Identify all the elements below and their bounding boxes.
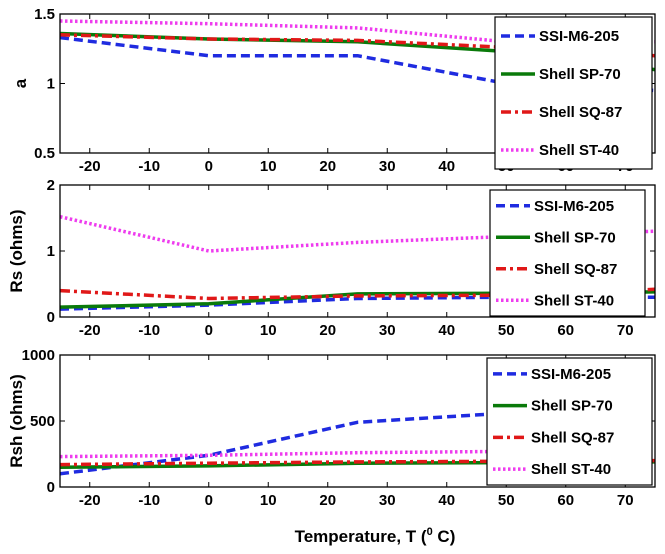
x-tick-label: 40	[438, 158, 455, 175]
x-tick-label: 40	[438, 322, 455, 339]
x-axis-label-main: Temperature, T	[295, 527, 417, 546]
x-tick-label: 60	[557, 322, 574, 339]
x-tick-label: 30	[379, 492, 396, 509]
x-axis-label-open: (	[421, 527, 427, 546]
x-tick-label: 40	[438, 492, 455, 509]
y-tick-label: 1	[47, 76, 55, 93]
legend-label: Shell SP-70	[539, 66, 621, 83]
legend-label: Shell ST-40	[531, 461, 611, 478]
legend: SSI-M6-205 Shell SP-70 Shell SQ-87 Shell ST…	[489, 189, 646, 317]
x-tick-label: 0	[205, 322, 213, 339]
legend-label: Shell SP-70	[531, 398, 613, 415]
y-tick-label: 0	[47, 479, 55, 496]
x-tick-label: 20	[319, 492, 336, 509]
x-axis-label: Temperature, T (0 C)	[295, 526, 456, 546]
y-tick-label: 2	[47, 177, 55, 194]
chart-panel-2: -20 -10 0 10 20 30 40 50 60 70 0 1 2 Rs (ohms) SSI-M6-…	[7, 177, 656, 339]
y-axis-label: Rsh (ohms)	[7, 374, 26, 468]
y-axis-label: Rs (ohms)	[7, 209, 26, 292]
x-tick-label: -20	[79, 492, 101, 509]
x-tick-label: 70	[617, 492, 634, 509]
x-tick-label: 30	[379, 158, 396, 175]
x-tick-label: 30	[379, 322, 396, 339]
legend-box	[489, 189, 646, 317]
series-line-ssi-m6-205	[60, 35, 655, 93]
chart-panel-1: -20-100102030405060700.511.5aSSI-M6-205S…	[11, 6, 656, 175]
x-tick-label: -10	[138, 322, 160, 339]
x-tick-label: 10	[260, 322, 277, 339]
x-tick-label: -10	[138, 158, 160, 175]
x-tick-label: 0	[205, 492, 213, 509]
x-tick-label: 20	[319, 322, 336, 339]
x-tick-label: -20	[79, 322, 101, 339]
series-line-shell-sq-87	[60, 33, 655, 58]
y-tick-label: 0	[47, 309, 55, 326]
legend-label: Shell SQ-87	[531, 429, 614, 446]
series-line-ssi-m6-205	[60, 411, 655, 476]
x-axis-label-unit: C)	[433, 527, 456, 546]
x-tick-label: 50	[498, 492, 515, 509]
y-axis-label: a	[11, 78, 30, 88]
y-tick-label: 1	[47, 243, 55, 260]
series-line-shell-sq-87	[60, 287, 655, 301]
chart-panel-3: -20 -10 0 10 20 30 40 50 60 70 0 500 1000 Rsh (ohms) S…	[7, 347, 656, 509]
x-tick-label: 50	[498, 322, 515, 339]
x-tick-label: 10	[260, 492, 277, 509]
y-tick-label: 0.5	[34, 145, 55, 162]
x-tick-label: 70	[617, 322, 634, 339]
legend-label: Shell ST-40	[539, 142, 619, 159]
legend-label: Shell SQ-87	[539, 104, 622, 121]
legend-label: Shell SP-70	[534, 229, 616, 246]
legend-label: Shell SQ-87	[534, 261, 617, 278]
legend: SSI-M6-205 Shell SP-70 Shell SQ-87 Shell ST…	[494, 16, 653, 170]
y-tick-label: 1.5	[34, 6, 55, 23]
series-line-shell-sq-87	[60, 458, 655, 467]
x-tick-label: 20	[319, 158, 336, 175]
x-tick-label: -20	[79, 158, 101, 175]
legend-box	[494, 16, 653, 170]
legend-label: SSI-M6-205	[539, 28, 619, 45]
x-tick-label: 10	[260, 158, 277, 175]
x-tick-label: 60	[557, 492, 574, 509]
legend-box	[486, 357, 653, 486]
x-tick-label: -10	[138, 492, 160, 509]
legend-label: SSI-M6-205	[531, 366, 611, 383]
y-tick-label: 500	[30, 413, 55, 430]
legend-label: Shell ST-40	[534, 292, 614, 309]
x-tick-label: 0	[205, 158, 213, 175]
legend: SSI-M6-205 Shell SP-70 Shell SQ-87 Shell ST…	[486, 357, 653, 486]
y-tick-label: 1000	[22, 347, 55, 364]
x-axis-label-sup: 0	[427, 526, 433, 538]
legend-label: SSI-M6-205	[534, 198, 614, 215]
